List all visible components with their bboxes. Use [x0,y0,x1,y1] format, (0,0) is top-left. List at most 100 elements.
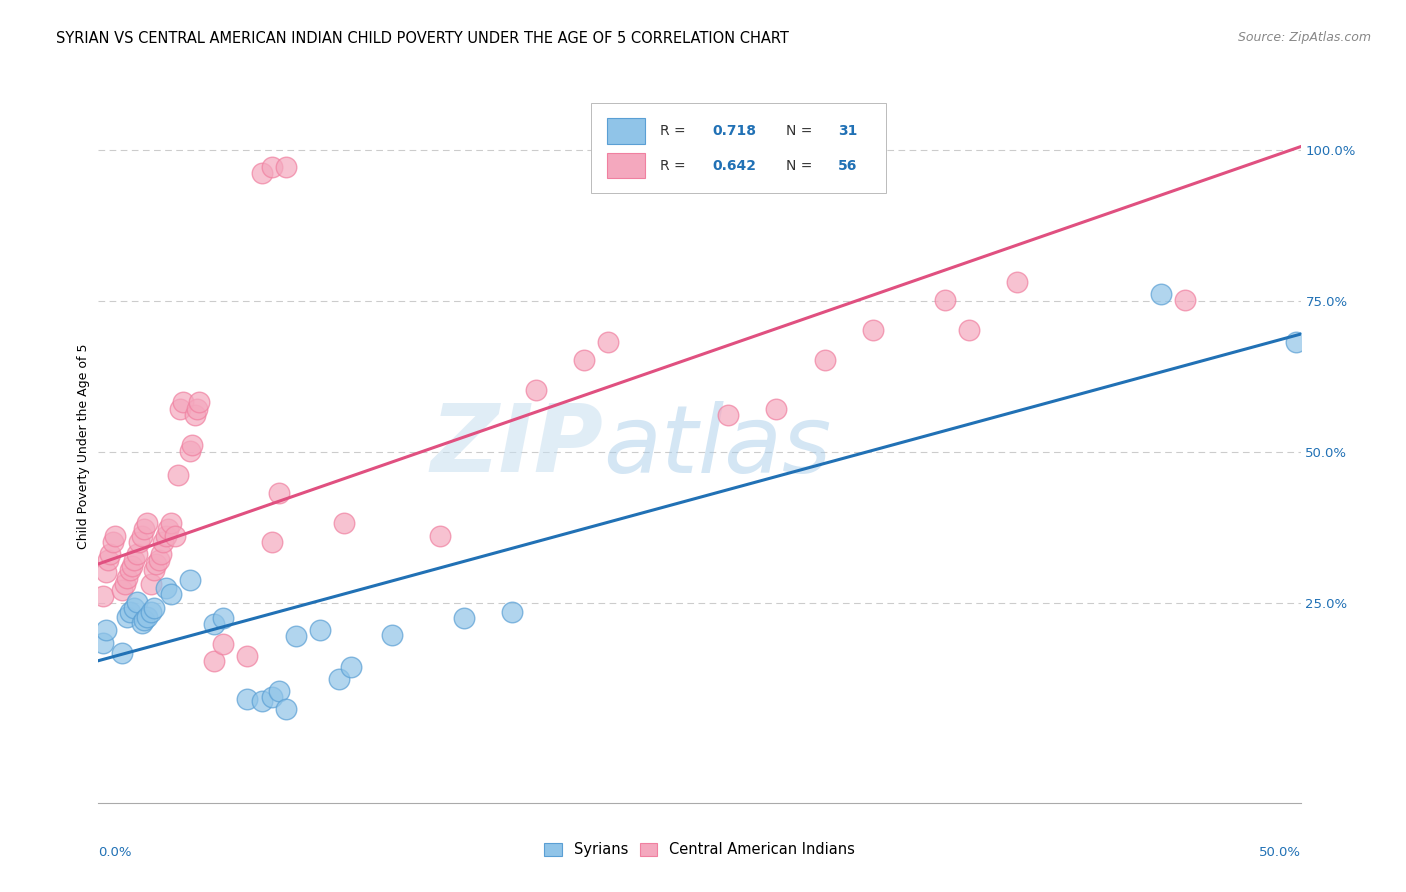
Point [717,408,740,422]
Point [332,516,354,531]
Point [1174,293,1197,307]
Text: 0.718: 0.718 [713,124,756,138]
Text: R =: R = [659,159,690,172]
Text: 0.0%: 0.0% [98,846,132,859]
Point [157,523,180,537]
Point [132,613,155,627]
FancyBboxPatch shape [607,153,645,178]
Point [1005,275,1028,289]
Point [1150,286,1173,301]
Point [145,557,167,571]
Text: atlas: atlas [603,401,831,491]
Point [142,563,165,577]
Text: 50.0%: 50.0% [1258,846,1301,859]
Point [765,401,787,416]
Point [131,615,153,630]
Point [152,534,174,549]
Point [188,395,211,409]
Point [97,552,120,566]
Point [181,438,204,452]
Point [429,528,451,542]
Point [598,334,620,349]
Point [260,690,283,704]
Point [328,672,350,686]
Point [94,565,117,579]
Point [260,534,283,549]
Point [250,694,273,708]
Point [128,534,150,549]
Point [131,528,153,542]
Point [149,547,172,561]
Text: 56: 56 [838,159,858,172]
Point [284,630,307,644]
Point [118,563,141,577]
Point [124,552,146,566]
Point [169,401,191,416]
Point [124,601,146,615]
Point [453,611,475,625]
Point [155,528,177,542]
Point [179,443,201,458]
Point [141,605,163,619]
Point [101,534,124,549]
Legend: Syrians, Central American Indians: Syrians, Central American Indians [538,837,860,863]
Point [236,649,259,664]
Point [121,558,143,573]
Point [159,516,181,531]
Point [862,323,884,337]
Point [125,595,148,609]
Point [118,605,141,619]
Point [104,528,127,542]
Point [135,516,157,531]
Point [267,486,290,500]
Point [142,601,165,615]
Point [1285,334,1308,349]
Point [250,166,273,180]
Point [166,468,188,483]
Text: 31: 31 [838,124,858,138]
Point [135,609,157,624]
Text: Source: ZipAtlas.com: Source: ZipAtlas.com [1237,31,1371,45]
Point [274,160,297,174]
Point [94,624,117,638]
Point [186,401,208,416]
FancyBboxPatch shape [607,119,645,145]
Point [381,628,404,642]
Point [114,577,136,591]
Point [501,605,523,619]
Text: 0.642: 0.642 [713,159,756,172]
Point [260,160,283,174]
Point [132,523,155,537]
Point [572,353,595,368]
Point [202,654,225,668]
Text: N =: N = [786,159,817,172]
Point [267,684,290,698]
Text: ZIP: ZIP [430,400,603,492]
Point [813,353,835,368]
Point [155,581,177,595]
Text: N =: N = [786,124,817,138]
Point [212,611,235,625]
Y-axis label: Child Poverty Under the Age of 5: Child Poverty Under the Age of 5 [77,343,90,549]
FancyBboxPatch shape [592,103,886,193]
Point [141,577,163,591]
Point [236,691,259,706]
Point [212,637,235,651]
Point [91,589,114,603]
Text: R =: R = [659,124,690,138]
Point [148,552,170,566]
Point [172,395,194,409]
Point [202,617,225,632]
Point [524,384,547,398]
Point [183,408,205,422]
Point [100,547,122,561]
Point [179,574,201,588]
Point [274,702,297,716]
Point [159,587,181,601]
Point [91,635,114,649]
Point [957,323,980,337]
Point [308,624,330,638]
Point [117,571,139,585]
Point [934,293,956,307]
Point [165,528,187,542]
